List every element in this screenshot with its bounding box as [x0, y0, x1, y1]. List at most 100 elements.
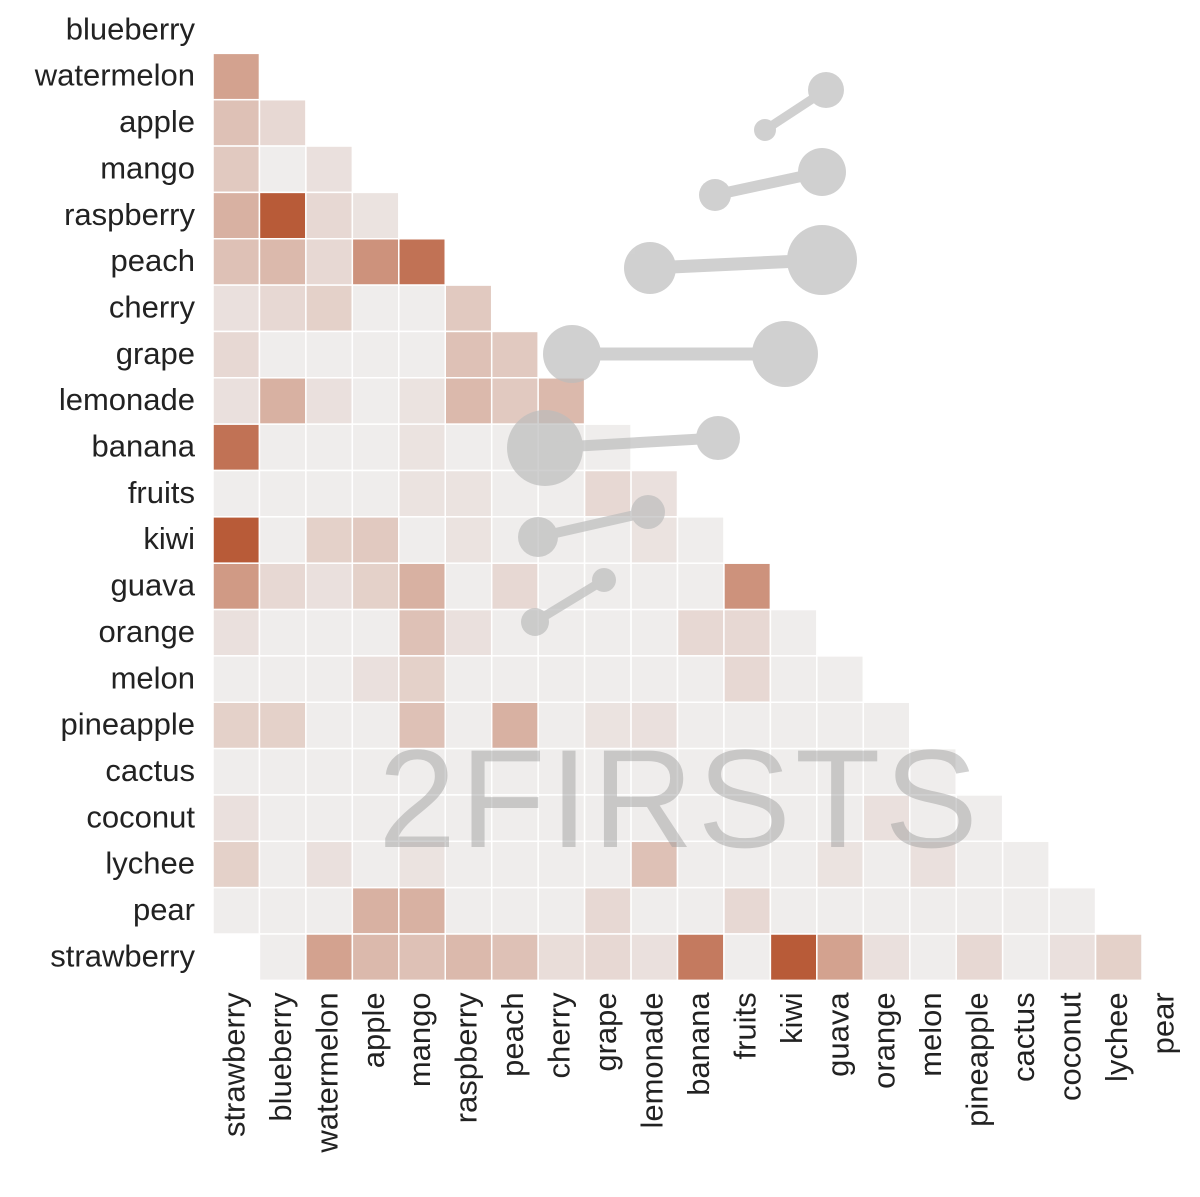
- cell: [305, 933, 354, 982]
- cell: [862, 701, 911, 750]
- y-tick-label: pear: [133, 892, 195, 927]
- cell: [258, 933, 307, 982]
- cell: [351, 655, 400, 704]
- cell: [444, 747, 493, 796]
- y-tick-label: kiwi: [143, 521, 195, 556]
- cell: [816, 794, 865, 843]
- cell: [305, 747, 354, 796]
- y-tick-label: melon: [111, 660, 195, 695]
- cell: [212, 747, 261, 796]
- cell: [723, 886, 772, 935]
- cell: [676, 933, 725, 982]
- cell: [537, 840, 586, 889]
- x-tick-label: pear: [1145, 992, 1180, 1054]
- cell: [1048, 933, 1097, 982]
- cell: [258, 608, 307, 657]
- cell: [583, 608, 632, 657]
- x-tick-label: mango: [402, 992, 437, 1087]
- cell: [583, 886, 632, 935]
- cell: [769, 794, 818, 843]
- x-tick-label: melon: [913, 992, 948, 1076]
- cell: [398, 886, 446, 935]
- cell: [351, 933, 400, 982]
- cell: [444, 655, 493, 704]
- cell: [769, 655, 818, 704]
- cell: [398, 608, 446, 657]
- y-tick-label: lychee: [105, 846, 195, 881]
- cell: [398, 701, 446, 750]
- y-tick-label: lemonade: [59, 382, 195, 417]
- cell: [723, 933, 772, 982]
- cell: [862, 933, 911, 982]
- cell: [212, 886, 261, 935]
- x-tick-label: lemonade: [634, 992, 669, 1128]
- cell: [444, 469, 493, 518]
- cell: [305, 794, 354, 843]
- cell: [490, 655, 539, 704]
- cell: [258, 423, 307, 472]
- x-tick-label: strawberry: [216, 992, 251, 1137]
- y-tick-label: banana: [92, 429, 196, 464]
- cell: [630, 701, 679, 750]
- cell: [212, 52, 261, 101]
- cell: [351, 840, 400, 889]
- cell: [537, 886, 586, 935]
- cell: [212, 608, 261, 657]
- cell: [398, 330, 446, 379]
- cell: [490, 794, 539, 843]
- cell: [212, 377, 261, 425]
- cell: [351, 608, 400, 657]
- watermark-graphic: [507, 72, 857, 636]
- y-tick-label: raspberry: [64, 197, 195, 232]
- cell: [351, 284, 400, 333]
- cell: [258, 145, 307, 194]
- cell: [490, 330, 539, 379]
- cell: [816, 886, 865, 935]
- cell: [862, 840, 911, 889]
- cell: [583, 655, 632, 704]
- y-tick-label: orange: [98, 614, 195, 649]
- x-tick-label: kiwi: [774, 992, 809, 1044]
- y-tick-label: pineapple: [61, 707, 195, 742]
- cell: [630, 608, 679, 657]
- cell: [305, 562, 354, 611]
- cell: [816, 655, 865, 704]
- cell: [583, 469, 632, 518]
- cell: [305, 423, 354, 472]
- cell: [490, 840, 539, 889]
- cell: [444, 330, 493, 379]
- cell: [305, 238, 354, 286]
- cell: [351, 516, 400, 564]
- cell: [1001, 886, 1050, 935]
- cell: [351, 330, 400, 379]
- cell: [258, 284, 307, 333]
- y-tick-label: blueberry: [66, 11, 196, 46]
- cell: [490, 747, 539, 796]
- cell: [351, 423, 400, 472]
- cell: [723, 794, 772, 843]
- x-tick-label: cactus: [1006, 992, 1041, 1082]
- cell: [444, 377, 493, 425]
- cell: [676, 516, 725, 564]
- y-tick-label: peach: [111, 243, 195, 278]
- cell: [305, 886, 354, 935]
- y-tick-label: watermelon: [34, 58, 195, 93]
- cell: [1048, 886, 1097, 935]
- x-tick-label: grape: [588, 992, 623, 1071]
- cell: [258, 516, 307, 564]
- cell: [212, 98, 261, 147]
- cell: [258, 191, 307, 240]
- cell: [351, 469, 400, 518]
- y-tick-label: guava: [111, 568, 196, 603]
- cell: [212, 145, 261, 194]
- cell: [398, 516, 446, 564]
- cell: [212, 840, 261, 889]
- cell: [212, 423, 261, 472]
- cell: [676, 655, 725, 704]
- cell: [305, 377, 354, 425]
- x-tick-label: apple: [356, 992, 391, 1068]
- cell: [305, 469, 354, 518]
- cell: [305, 608, 354, 657]
- cell: [305, 284, 354, 333]
